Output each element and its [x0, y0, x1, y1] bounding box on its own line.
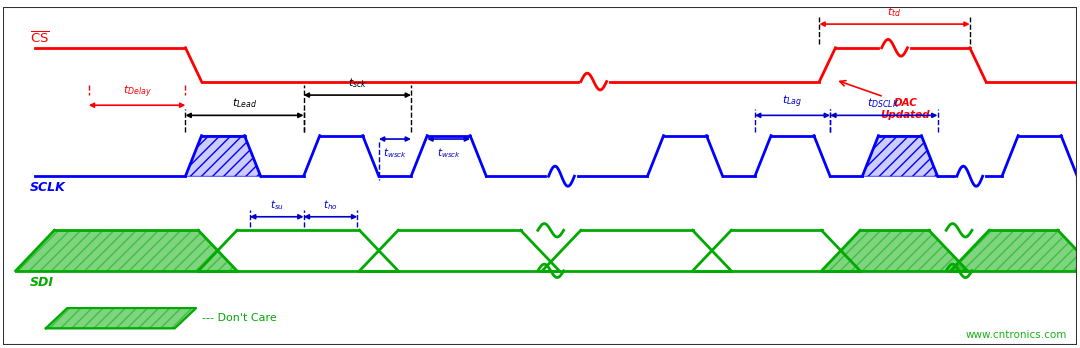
Polygon shape [950, 230, 1080, 271]
Polygon shape [16, 230, 237, 271]
Text: BIT13, . . . ,1: BIT13, . . . ,1 [599, 246, 674, 255]
Text: --- Don't Care: --- Don't Care [202, 313, 276, 323]
Text: DAC
Updated: DAC Updated [880, 98, 930, 120]
Text: $t_{ho}$: $t_{ho}$ [323, 198, 338, 212]
Text: BIT15 (MSB): BIT15 (MSB) [262, 246, 335, 255]
Text: SCLK: SCLK [29, 181, 66, 194]
Text: $\overline{\mathrm{CS}}$: $\overline{\mathrm{CS}}$ [29, 31, 50, 46]
Polygon shape [186, 136, 260, 176]
Text: $t_{Lead}$: $t_{Lead}$ [232, 96, 257, 110]
Text: BIT0: BIT0 [764, 246, 789, 255]
Text: $t_{wsck}$: $t_{wsck}$ [436, 146, 461, 160]
Text: $t_{Lag}$: $t_{Lag}$ [782, 94, 802, 110]
Text: $t_{Delay}$: $t_{Delay}$ [123, 84, 151, 100]
Text: $t_{wsck}$: $t_{wsck}$ [382, 146, 407, 160]
Polygon shape [862, 136, 937, 176]
Text: $t_{td}$: $t_{td}$ [888, 5, 902, 19]
Polygon shape [45, 308, 197, 328]
Text: BIT14: BIT14 [443, 246, 476, 255]
Polygon shape [822, 230, 968, 271]
Text: www.cntronics.com: www.cntronics.com [966, 330, 1066, 340]
Text: $t_{sck}$: $t_{sck}$ [348, 76, 367, 90]
Text: $t_{su}$: $t_{su}$ [270, 198, 284, 212]
Text: SDI: SDI [29, 276, 54, 289]
Text: $t_{DSCLK}$: $t_{DSCLK}$ [867, 96, 900, 110]
